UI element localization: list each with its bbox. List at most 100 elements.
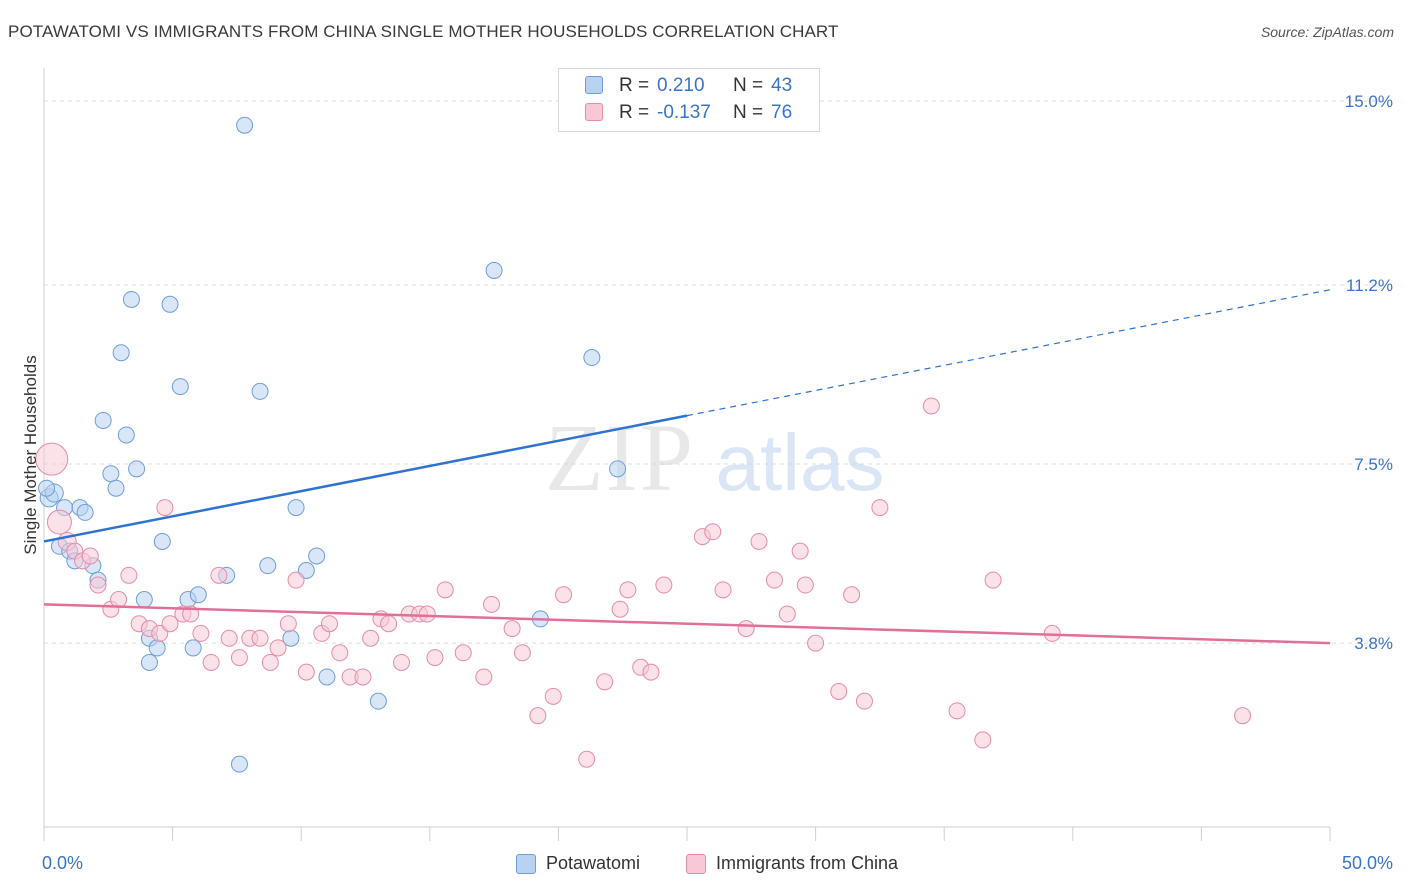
china-n-value: 76: [771, 102, 793, 123]
potawatomi-point: [122, 290, 140, 308]
tick-labels: 3.8% 7.5% 11.2% 15.0% 0.0% 50.0%: [42, 92, 1393, 873]
y-axis-label: Single Mother Households: [21, 355, 40, 554]
potawatomi-point: [148, 639, 166, 657]
china-point: [1234, 707, 1252, 725]
potawatomi-point: [171, 378, 189, 396]
source-credit: Source: ZipAtlas.com: [1260, 24, 1394, 40]
china-swatch: [585, 103, 603, 121]
x-tick-label: 50.0%: [1342, 853, 1393, 873]
china-point: [89, 576, 107, 594]
potawatomi-point: [308, 547, 326, 565]
china-point: [483, 595, 501, 613]
potawatomi-point: [107, 479, 125, 497]
n-label: N =: [733, 102, 764, 123]
potawatomi-point: [161, 295, 179, 313]
watermark-zip: ZIP: [545, 404, 695, 511]
china-point: [354, 668, 372, 686]
china-point: [426, 649, 444, 667]
stats-legend: R = 0.210 N = 43 R = -0.137 N = 76: [558, 68, 820, 132]
china-point: [362, 629, 380, 647]
china-point: [843, 586, 861, 604]
potawatomi-point: [230, 755, 248, 773]
potawatomi-point: [184, 639, 202, 657]
china-point: [202, 653, 220, 671]
potawatomi-legend-swatch: [516, 854, 536, 874]
china-point: [922, 397, 940, 415]
china-point: [765, 571, 783, 589]
china-point: [269, 639, 287, 657]
china-point: [714, 581, 732, 599]
china-point: [331, 644, 349, 662]
y-tick-label: 7.5%: [1354, 455, 1393, 474]
china-point: [230, 649, 248, 667]
china-point: [503, 620, 521, 638]
china-point: [791, 542, 809, 560]
china-point: [807, 634, 825, 652]
potawatomi-point: [94, 411, 112, 429]
potawatomi-point: [287, 499, 305, 517]
china-point: [220, 629, 238, 647]
china-point: [855, 692, 873, 710]
china-point: [704, 523, 722, 541]
china-point: [974, 731, 992, 749]
potawatomi-point: [583, 349, 601, 367]
china-point: [110, 591, 128, 609]
watermark: ZIP atlas: [545, 404, 884, 511]
china-r-value: -0.137: [657, 102, 711, 123]
potawatomi-swatch: [585, 76, 603, 94]
y-tick-label: 3.8%: [1354, 634, 1393, 653]
grid-lines: [44, 100, 1388, 644]
china-point: [578, 750, 596, 768]
china-point: [161, 615, 179, 633]
china-point: [81, 547, 99, 565]
potawatomi-point: [609, 460, 627, 478]
china-point: [642, 663, 660, 681]
china-point: [210, 566, 228, 584]
china-point: [948, 702, 966, 720]
china-point: [418, 605, 436, 623]
potawatomi-point: [128, 460, 146, 478]
y-tick-label: 15.0%: [1345, 92, 1393, 111]
potawatomi-point: [369, 692, 387, 710]
potawatomi-n-value: 43: [771, 75, 793, 96]
china-point: [596, 673, 614, 691]
china-point: [750, 532, 768, 550]
china-point: [297, 663, 315, 681]
china-legend-swatch: [686, 854, 706, 874]
potawatomi-point: [153, 532, 171, 550]
china-point: [555, 586, 573, 604]
china-point: [619, 581, 637, 599]
potawatomi-point: [140, 653, 158, 671]
china-point: [544, 687, 562, 705]
potawatomi-point: [112, 344, 130, 362]
china-point: [261, 653, 279, 671]
r-label: R =: [619, 75, 650, 96]
china-point: [984, 571, 1002, 589]
chart-title: POTAWATOMI VS IMMIGRANTS FROM CHINA SING…: [8, 22, 839, 41]
china-point: [796, 576, 814, 594]
china-point: [120, 566, 138, 584]
china-point: [393, 653, 411, 671]
china-legend-label: Immigrants from China: [716, 853, 899, 873]
china-point: [320, 615, 338, 633]
x-tick-label: 0.0%: [42, 853, 83, 873]
potawatomi-point: [38, 479, 56, 497]
china-point: [830, 682, 848, 700]
potawatomi-point: [318, 668, 336, 686]
china-point: [737, 620, 755, 638]
potawatomi-r-value: 0.210: [657, 75, 705, 96]
china-trend-line: [43, 603, 1331, 645]
china-point: [871, 499, 889, 517]
potawatomi-point: [102, 465, 120, 483]
potawatomi-point: [189, 586, 207, 604]
potawatomi-point: [76, 503, 94, 521]
data-points: [35, 116, 1252, 773]
y-tick-label: 11.2%: [1346, 276, 1393, 295]
china-point: [279, 615, 297, 633]
china-point: [46, 509, 72, 535]
potawatomi-trend-line: [43, 414, 688, 543]
china-point: [475, 668, 493, 686]
china-point: [778, 605, 796, 623]
trend-lines: [43, 289, 1331, 645]
